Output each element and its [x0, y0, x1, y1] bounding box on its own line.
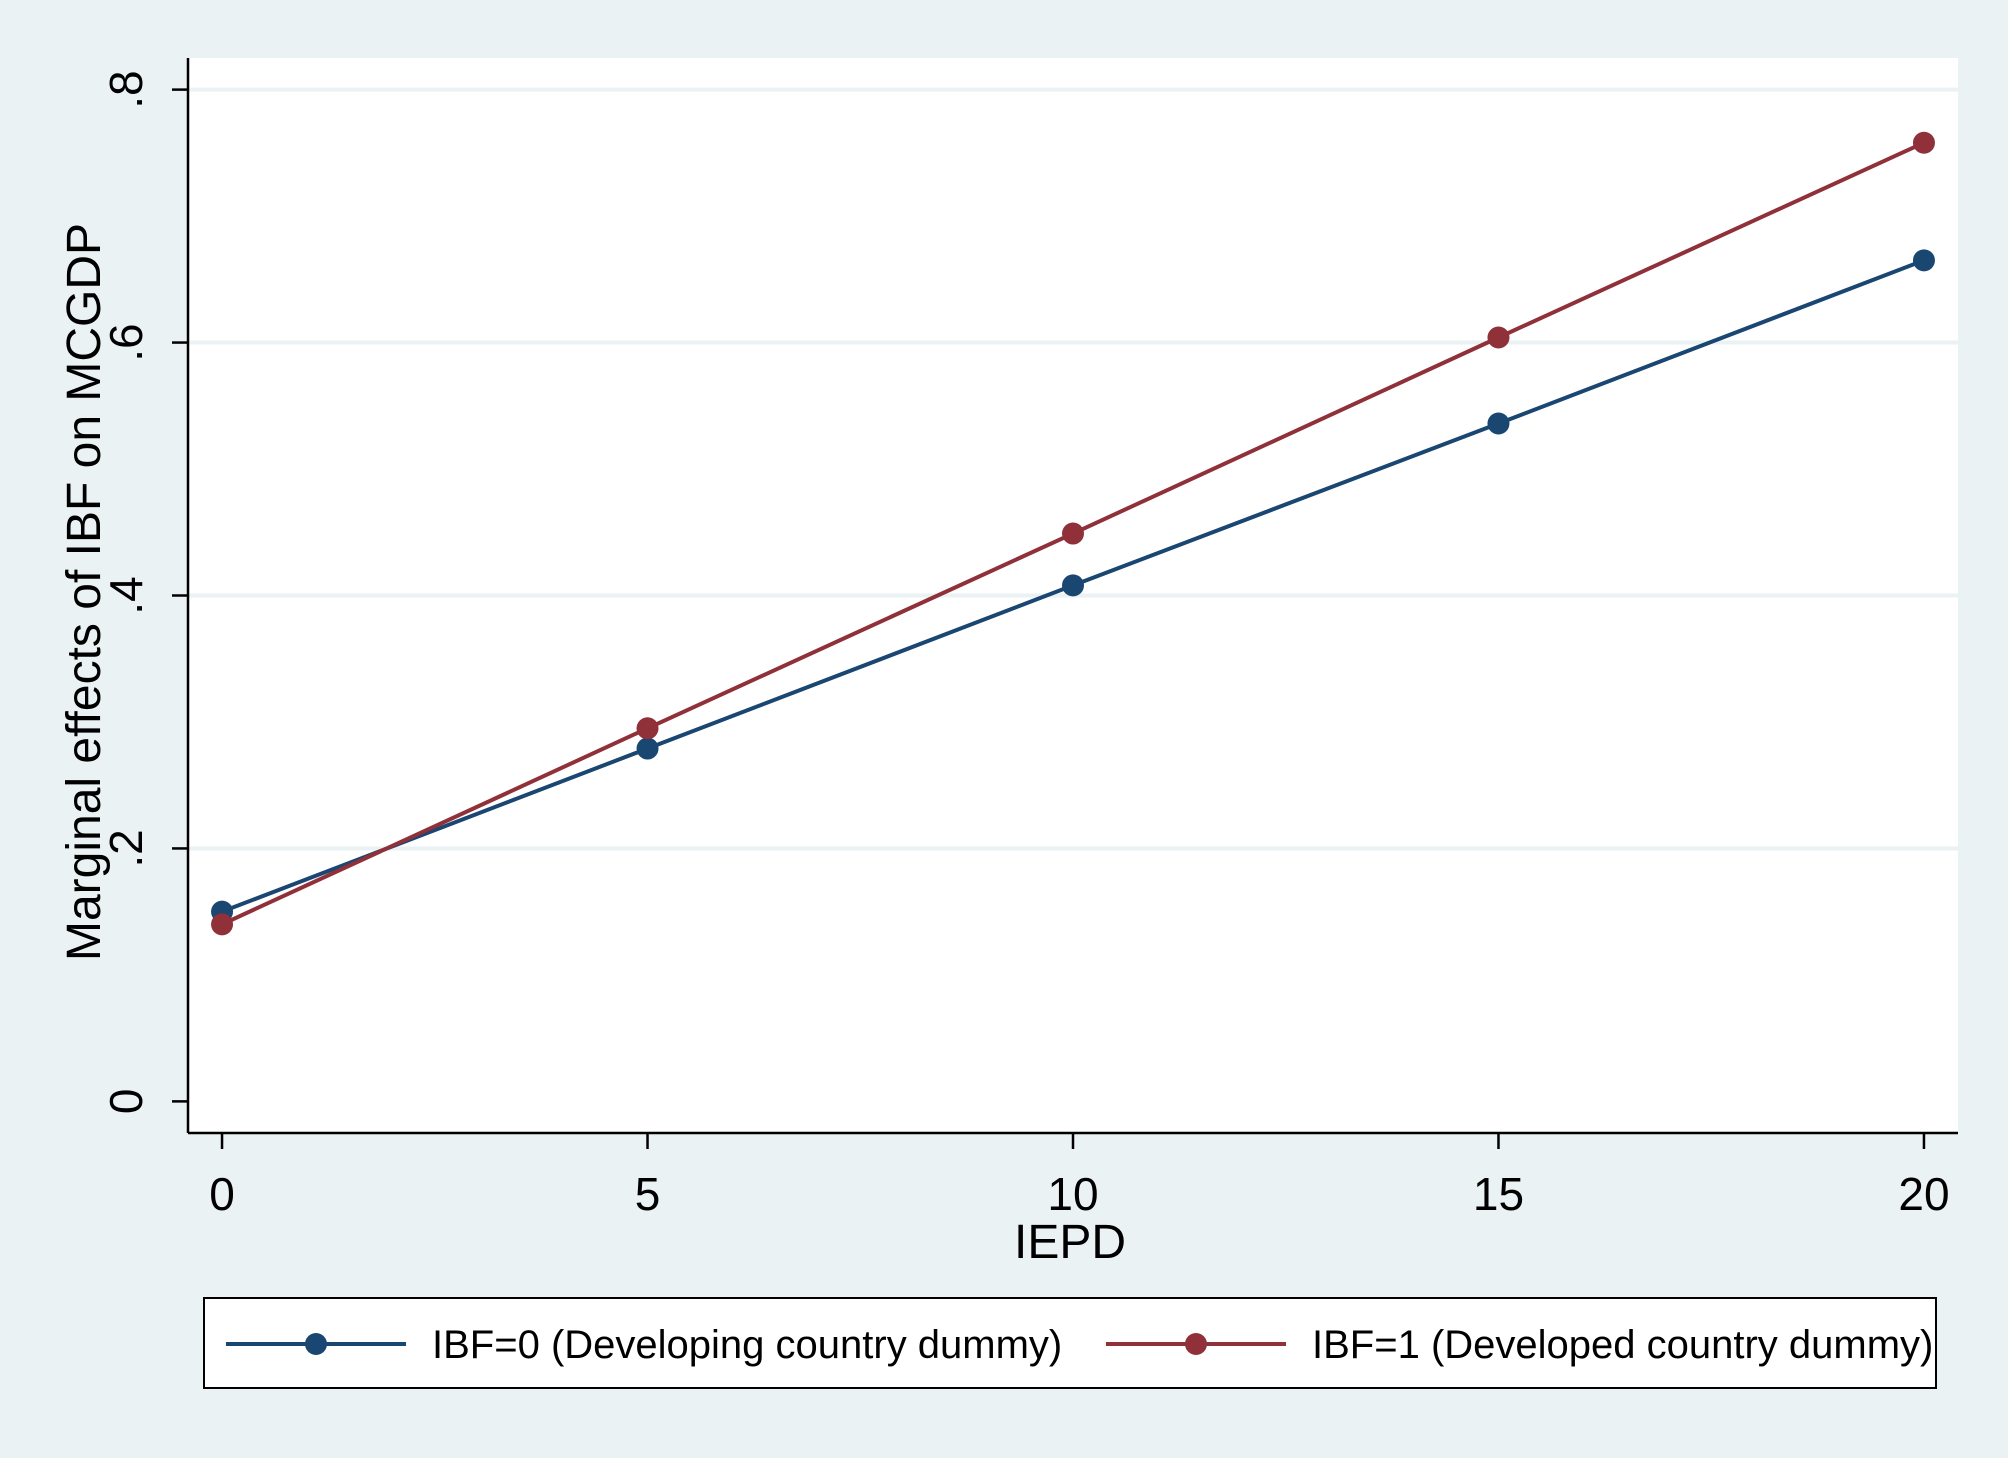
- x-axis-title: IEPD: [1014, 1216, 1126, 1269]
- x-tick-label: 5: [635, 1168, 661, 1220]
- data-point-ibf1: [211, 913, 234, 936]
- data-point-ibf1: [1487, 326, 1510, 349]
- gridlines: [188, 87, 1958, 851]
- data-point-ibf1: [636, 717, 659, 740]
- data-point-ibf1: [1062, 522, 1084, 545]
- x-axis-ticks: 0 5 10 15 20: [209, 1133, 1950, 1220]
- y-axis-title: Marginal effects of IBF on MCGDP: [58, 223, 111, 961]
- legend-swatch-marker-ibf1: [1185, 1333, 1207, 1355]
- x-tick-label: 20: [1898, 1168, 1949, 1220]
- data-series: [211, 131, 1935, 936]
- x-tick-label: 0: [209, 1168, 235, 1220]
- y-tick-label: .8: [100, 70, 152, 108]
- data-point-ibf0: [1062, 574, 1084, 597]
- y-tick-label: 0: [100, 1089, 152, 1115]
- data-point-ibf0: [1487, 412, 1510, 435]
- y-axis-ticks: 0 .2 .4 .6 .8: [100, 70, 188, 1114]
- x-tick-label: 15: [1473, 1168, 1524, 1220]
- x-tick-label: 10: [1047, 1168, 1098, 1220]
- y-tick-label: .2: [100, 829, 152, 867]
- data-point-ibf0: [636, 737, 659, 760]
- legend-label-ibf0: IBF=0 (Developing country dummy): [432, 1323, 1062, 1367]
- legend-swatch-marker-ibf0: [305, 1333, 327, 1355]
- data-point-ibf0: [1912, 249, 1935, 272]
- legend-label-ibf1: IBF=1 (Developed country dummy): [1312, 1323, 1933, 1367]
- legend: IBF=0 (Developing country dummy) IBF=1 (…: [203, 1297, 1937, 1389]
- y-tick-label: .4: [100, 576, 152, 614]
- legend-box: [203, 1297, 1937, 1389]
- y-tick-label: .6: [100, 323, 152, 361]
- data-point-ibf1: [1912, 131, 1935, 154]
